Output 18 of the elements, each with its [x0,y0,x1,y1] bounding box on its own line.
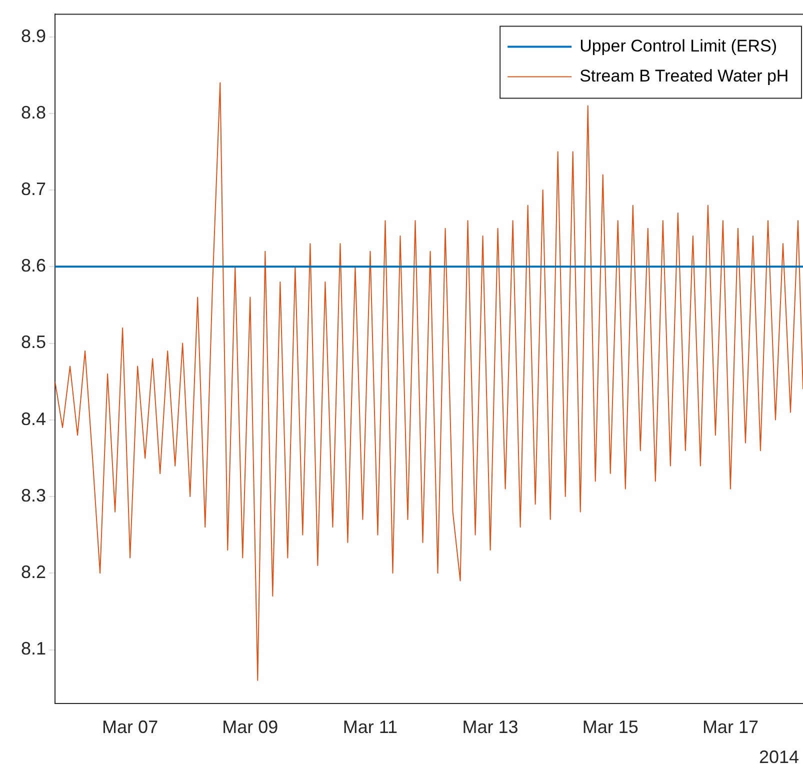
x-tick-label: Mar 11 [342,717,398,738]
x-tick-label: Mar 15 [582,717,638,738]
x-tick-label: Mar 09 [222,717,278,738]
legend-label: Stream B Treated Water pH [580,66,789,86]
y-tick-label: 8.5 [20,332,46,352]
y-tick-label: 8.9 [20,26,46,46]
y-tick-label: 8.7 [20,179,46,199]
y-tick-label: 8.8 [20,102,46,122]
y-tick-label: 8.3 [20,485,46,506]
y-tick-label: 8.4 [20,408,46,429]
y-tick-label: 8.6 [20,256,46,276]
x-tick-label: Mar 13 [462,717,518,738]
x-tick-label: Mar 07 [102,717,158,738]
y-tick-label: 8.1 [20,638,46,659]
x-tick-label: Mar 17 [702,717,758,738]
y-tick-label: 8.2 [20,562,46,582]
legend-label: Upper Control Limit (ERS) [580,36,778,56]
text: 2014 [758,746,799,767]
